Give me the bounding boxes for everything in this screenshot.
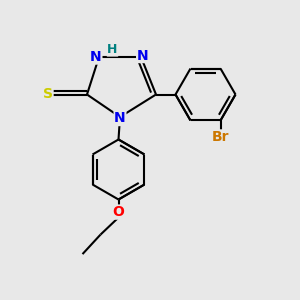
Text: H: H [107,43,118,56]
Text: N: N [137,49,148,62]
Text: N: N [114,112,126,125]
Text: Br: Br [212,130,229,144]
Text: O: O [112,205,124,219]
Text: N: N [90,50,102,64]
Text: S: S [43,88,53,101]
